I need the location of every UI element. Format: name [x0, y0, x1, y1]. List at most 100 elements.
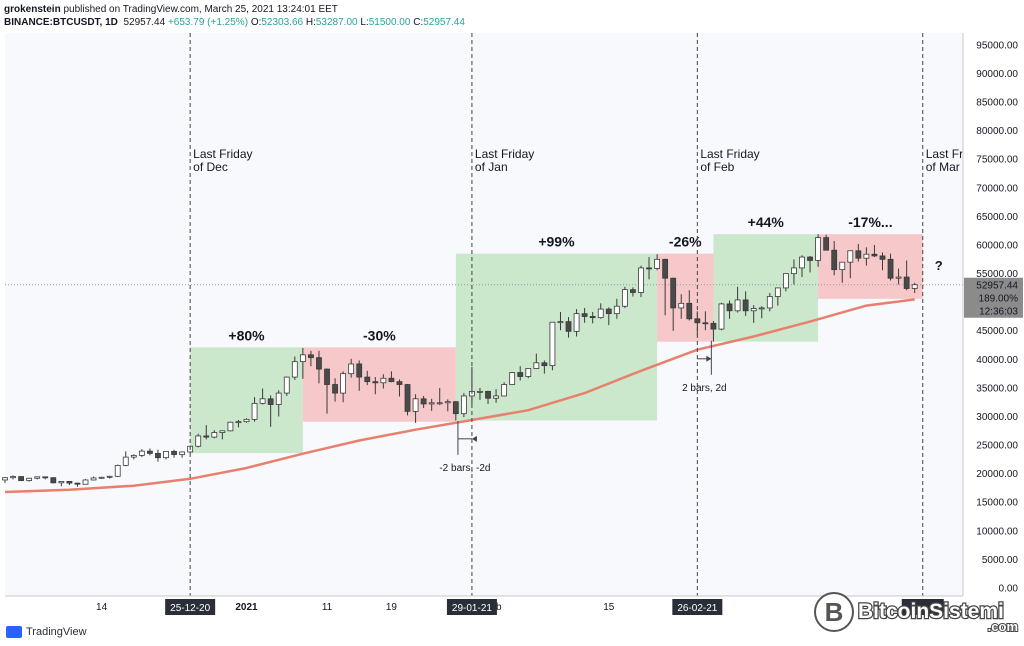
- candle: [275, 390, 282, 417]
- candle-body: [155, 452, 161, 459]
- open-value: 52303.66: [261, 17, 304, 28]
- candle-body: [493, 395, 499, 399]
- candle-body: [621, 289, 628, 307]
- candle-body: [82, 479, 89, 485]
- candle: [34, 476, 41, 480]
- candle: [316, 350, 322, 384]
- candle-body: [742, 299, 749, 312]
- candle-body: [903, 276, 910, 289]
- candle-body: [670, 277, 677, 309]
- candle-body: [18, 476, 24, 481]
- candle: [477, 387, 483, 400]
- candle: [525, 368, 532, 379]
- candle: [2, 477, 8, 483]
- candle-body: [444, 401, 451, 404]
- candle-body: [597, 308, 604, 319]
- candle: [613, 298, 620, 319]
- x-tick-label: 11: [322, 602, 333, 613]
- candle: [308, 350, 314, 367]
- candle: [758, 306, 765, 319]
- candle-body: [26, 477, 33, 481]
- candle-body: [10, 476, 16, 479]
- tradingview-logo-icon: [6, 626, 22, 638]
- candle: [219, 430, 226, 440]
- candle-body: [799, 256, 805, 269]
- last-friday-label: of Jan: [475, 160, 508, 174]
- candle: [782, 273, 789, 292]
- zone-label: -30%: [363, 327, 396, 343]
- publisher-name: grokenstein: [4, 4, 61, 15]
- candle: [509, 371, 516, 386]
- candle: [299, 347, 306, 379]
- candle: [388, 371, 395, 383]
- candle-body: [573, 313, 580, 332]
- candle: [670, 277, 677, 331]
- candle: [807, 255, 813, 273]
- low-value: 51500.00: [368, 17, 411, 28]
- candle-body: [235, 421, 242, 424]
- question-mark: ?: [935, 258, 943, 273]
- zone-label: +80%: [228, 327, 265, 343]
- candle: [702, 311, 709, 331]
- y-tick-label: 60000.00: [976, 240, 1018, 251]
- candle: [356, 360, 363, 391]
- x-tick-label-partial: 15: [603, 602, 615, 613]
- candle-body: [211, 432, 218, 438]
- candle: [396, 379, 403, 397]
- candle: [90, 476, 97, 481]
- candle-body: [324, 368, 330, 385]
- candle-body: [678, 302, 685, 309]
- candle-body: [66, 480, 73, 484]
- candle: [444, 399, 451, 412]
- candle-body: [299, 354, 306, 363]
- candle-body: [380, 377, 387, 384]
- candle-body: [605, 308, 612, 315]
- candle: [638, 265, 644, 298]
- y-tick-label: 15000.00: [976, 498, 1018, 509]
- last-friday-label: Last Friday: [475, 147, 534, 161]
- x-axis-panel: [5, 596, 1024, 618]
- candle: [283, 376, 290, 396]
- zone-label: -26%: [669, 234, 702, 250]
- y-tick-label: 55000.00: [976, 269, 1018, 280]
- low-label: L:: [360, 17, 369, 28]
- tradingview-footer[interactable]: TradingView: [6, 626, 87, 638]
- price-label-box: [964, 277, 1023, 318]
- x-date-badge: [672, 599, 723, 615]
- candle: [122, 451, 129, 467]
- candle: [799, 255, 805, 278]
- candle: [573, 309, 580, 337]
- zone-label: +99%: [538, 234, 575, 250]
- candle-body: [147, 450, 153, 454]
- candle: [565, 317, 572, 338]
- candle: [147, 448, 153, 456]
- candle-body: [702, 322, 709, 325]
- candle-body: [847, 250, 854, 263]
- open-label: O:: [250, 17, 262, 28]
- x-date-badge-label: 29-01-21: [452, 603, 492, 614]
- candle: [621, 286, 628, 308]
- candle: [324, 368, 330, 414]
- candle: [348, 358, 355, 378]
- last-friday-label: of Mar: [926, 160, 960, 174]
- last-friday-label: of Feb: [700, 160, 734, 174]
- candle: [372, 377, 379, 395]
- candle-body: [138, 450, 145, 456]
- candle: [630, 287, 636, 297]
- candle: [460, 393, 467, 418]
- candle-body: [243, 418, 250, 423]
- candle-body: [477, 390, 483, 393]
- candle-body: [501, 384, 508, 397]
- candle-body: [887, 258, 894, 279]
- candle-body: [710, 322, 717, 330]
- candle: [155, 449, 161, 462]
- price-change: +653.79 (+1.25%): [167, 17, 249, 28]
- candle: [42, 476, 49, 480]
- candle-body: [348, 363, 355, 375]
- candle-body: [283, 376, 290, 394]
- candle: [380, 374, 387, 389]
- candle-body: [911, 284, 918, 289]
- candle: [831, 241, 838, 276]
- candle-body: [404, 384, 411, 412]
